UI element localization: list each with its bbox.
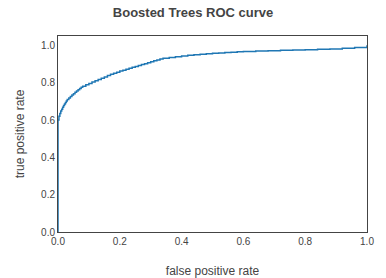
- svg-text:0.4: 0.4: [175, 236, 189, 247]
- svg-text:0.0: 0.0: [41, 227, 55, 238]
- svg-text:0.6: 0.6: [41, 115, 55, 126]
- svg-text:1.0: 1.0: [41, 40, 55, 51]
- svg-text:0.0: 0.0: [51, 236, 65, 247]
- svg-text:Boosted Trees ROC curve: Boosted Trees ROC curve: [113, 5, 273, 20]
- svg-text:1.0: 1.0: [360, 236, 374, 247]
- svg-text:0.6: 0.6: [236, 236, 250, 247]
- svg-text:0.8: 0.8: [298, 236, 312, 247]
- svg-text:0.4: 0.4: [41, 152, 55, 163]
- svg-text:true positive rate: true positive rate: [13, 89, 27, 178]
- svg-text:0.8: 0.8: [41, 77, 55, 88]
- svg-text:0.2: 0.2: [113, 236, 127, 247]
- svg-text:0.2: 0.2: [41, 189, 55, 200]
- svg-text:false positive rate: false positive rate: [166, 264, 260, 278]
